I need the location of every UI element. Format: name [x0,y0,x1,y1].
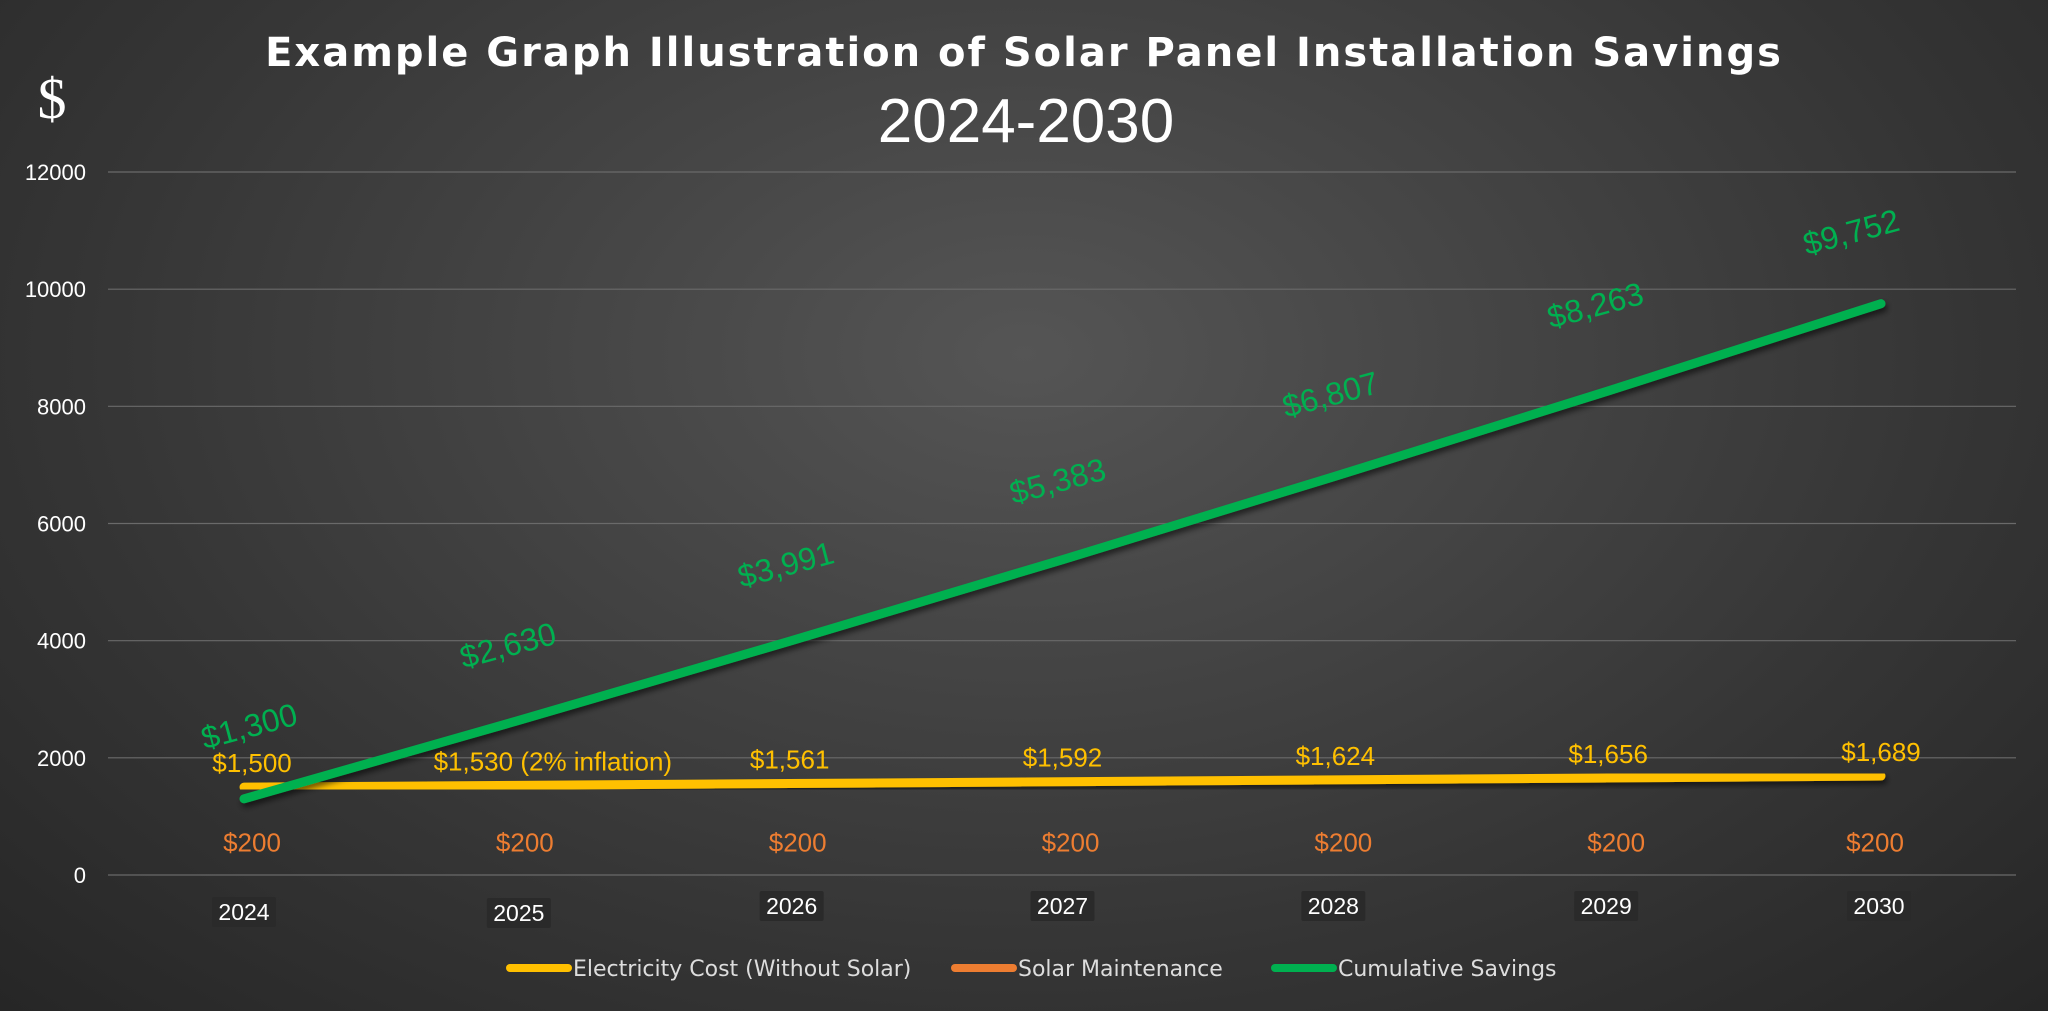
cumulative-savings-data-label: $9,752 [1799,202,1903,262]
x-axis-ticks: 2024 2025 2026 2027 2028 2029 2030 [212,891,1911,928]
cumulative-savings-data-label: $6,807 [1279,365,1383,425]
y-tick-label: 8000 [37,394,86,419]
cumulative-savings-data-label: $2,630 [456,615,560,675]
chart-subtitle: 2024-2030 [878,87,1175,156]
y-tick-label: 0 [74,863,86,888]
electricity-cost-line [239,771,1886,792]
y-tick-label: 10000 [25,277,86,302]
x-tick-background [1030,891,1095,921]
x-tick-label: 2029 [1581,893,1632,919]
x-tick-background [1301,891,1366,921]
electricity-cost-data-label: $1,592 [1023,743,1103,773]
solar-maintenance-data-label: $200 [223,827,281,857]
x-tick-background [759,891,824,921]
series-lines [239,299,1886,868]
y-tick-label: 2000 [37,746,86,771]
x-tick-background [486,898,551,928]
x-tick-label: 2026 [766,893,817,919]
x-tick-label: 2027 [1037,893,1088,919]
chart-title: Example Graph Illustration of Solar Pane… [265,30,1783,76]
x-tick-label: 2024 [218,899,269,925]
electricity-cost-data-label: $1,656 [1568,739,1648,769]
y-tick-label: 6000 [37,512,86,537]
electricity-cost-data-label: $1,561 [750,745,830,775]
y-tick-label: 12000 [25,160,86,185]
x-tick-background [212,897,276,927]
solar-maintenance-data-label: $200 [1587,827,1645,857]
cumulative-savings-data-label: $3,991 [734,535,838,595]
cumulative-savings-data-label: $8,263 [1543,275,1647,335]
gridlines [108,171,2016,876]
electricity-cost-legend-label: Electricity Cost (Without Solar) [573,957,911,982]
electricity-cost-data-label: $1,689 [1841,737,1921,767]
electricity-cost-data-label: $1,624 [1296,741,1376,771]
y-axis-unit-label: $ [38,66,67,131]
solar-maintenance-data-label: $200 [1846,827,1904,857]
x-tick-background [1847,891,1911,921]
cumulative-savings-data-label: $5,383 [1006,451,1110,511]
x-tick-label: 2025 [493,900,544,926]
x-tick-label: 2030 [1853,893,1904,919]
y-tick-label: 4000 [37,629,86,654]
solar-maintenance-data-label: $200 [1042,827,1100,857]
solar-maintenance-data-label: $200 [1314,827,1372,857]
solar-maintenance-data-label: $200 [496,827,554,857]
solar-maintenance-legend-label: Solar Maintenance [1018,957,1223,982]
solar-maintenance-data-label: $200 [769,827,827,857]
x-tick-background [1574,891,1639,921]
legend: Electricity Cost (Without Solar) Solar Ma… [506,957,1557,982]
x-tick-label: 2028 [1308,893,1359,919]
electricity-cost-data-label: $1,500 [212,748,292,778]
electricity-cost-data-label: $1,530 (2% inflation) [434,746,672,776]
cumulative-savings-line [239,299,1886,804]
data-labels: $1,500 $1,530 (2% inflation) $1,561 $1,592 $… [197,202,1921,857]
cumulative-savings-legend-label: Cumulative Savings [1338,957,1557,982]
y-axis-ticks: 0 2000 4000 6000 8000 10000 12000 [25,160,86,888]
